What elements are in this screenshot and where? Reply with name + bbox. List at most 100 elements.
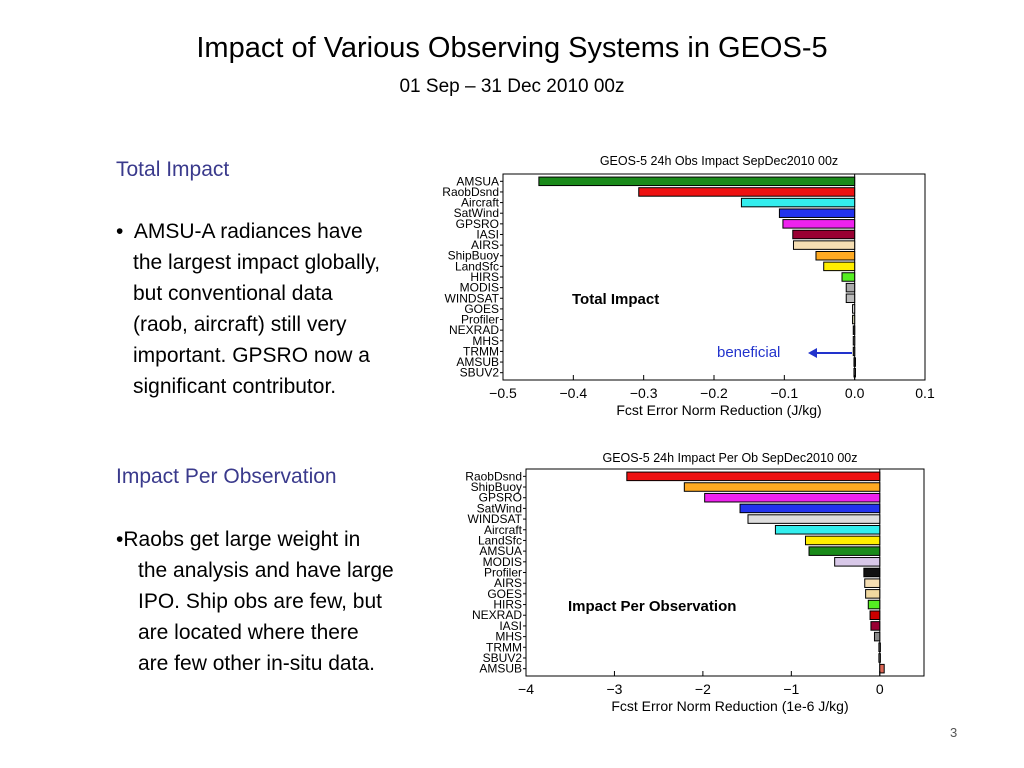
total-bar [823,261,856,272]
ipo-bar [878,653,881,663]
bullet-line: •Raobs get large weight in [116,528,361,551]
ipo-category-label: AMSUB [479,662,522,676]
total-category-label: IASI [476,227,499,241]
bullet-glyph: • [116,220,124,243]
total-category-label: MODIS [460,281,499,295]
total-bar [782,219,856,229]
ipo-category-label: Profiler [484,566,522,580]
ipo-x-tick-label: −1 [783,681,799,697]
total-x-tick-label: −0.5 [489,385,517,401]
ipo-category-label: GPSRO [479,491,522,505]
ipo-category-label: AIRS [494,576,522,590]
total-bar [538,176,856,187]
ipo-bar [878,642,881,653]
ipo-category-label: GOES [487,587,522,601]
ipo-bar [864,578,881,588]
ipo-x-tick-label: −3 [606,681,622,697]
ipo-category-label: NEXRAD [472,608,522,622]
ipo-bar [804,535,881,546]
total-x-axis-label: Fcst Error Norm Reduction (J/kg) [616,402,821,418]
bullet-line: the analysis and have large [138,559,394,582]
bullet-line: IPO. Ship obs are few, but [138,590,382,613]
total-category-label: ShipBuoy [448,249,499,263]
ipo-x-tick-label: −4 [518,681,534,697]
ipo-x-axis-label: Fcst Error Norm Reduction (1e-6 J/kg) [611,698,848,714]
total-bar [852,336,856,346]
ipo-bar [873,631,881,642]
ipo-bar [869,610,881,621]
bullet-line-text: AMSU-A radiances have [133,220,363,243]
total-bar [845,282,856,293]
total-bar [740,197,856,208]
ipo-bar [867,599,881,610]
total-category-label: GOES [464,302,499,316]
bullet-line: (raob, aircraft) still very [133,313,347,336]
total-bar [792,229,856,240]
total-bar [841,272,856,282]
ipo-bar [834,557,881,567]
bullet-line: significant contributor. [133,375,337,398]
total-category-label: SBUV2 [460,366,500,380]
total-bar [852,314,856,325]
total-category-label: TRMM [463,344,499,358]
total-category-label: HIRS [470,270,499,284]
bullet-line: but conventional data [133,282,333,305]
ipo-annotation: Impact Per Observation [568,598,736,615]
ipo-x-tick-label: 0 [876,681,884,697]
ipo-category-label: IASI [499,619,522,633]
bullet-line: the largest impact globally, [133,251,381,274]
ipo-category-label: LandSfc [478,533,522,547]
ipo-bar [863,567,881,578]
total-category-label: WINDSAT [445,291,500,305]
total-x-tick-label: −0.3 [630,385,658,401]
ipo-bar [870,621,881,631]
total-category-label: LandSfc [455,259,499,273]
ipo-category-label: WINDSAT [468,512,523,526]
beneficial-label: beneficial [717,344,780,361]
beneficial-arrow-head [808,348,817,358]
total-category-label: SatWind [454,206,499,220]
ipo-bar [704,492,881,503]
ipo-category-label: MHS [495,630,522,644]
impact-per-observation-heading: Impact Per Observation [116,465,337,488]
total-category-label: Aircraft [461,196,500,210]
ipo-category-label: SBUV2 [483,651,523,665]
total-annotation: Total Impact [572,291,659,308]
slide-title: Impact of Various Observing Systems in G… [196,32,828,64]
total-category-label: AIRS [471,238,499,252]
total-category-label: RaobDsnd [442,185,499,199]
ipo-category-label: Aircraft [484,523,523,537]
total-chart-title: GEOS-5 24h Obs Impact SepDec2010 00z [600,154,838,168]
ipo-category-label: AMSUA [479,544,522,558]
impact-per-observation-bullet: •Raobs get large weight in the analysis … [116,524,436,679]
total-category-label: GPSRO [456,217,499,231]
total-x-tick-label: −0.4 [560,385,588,401]
total-category-label: MHS [472,334,499,348]
total-x-tick-label: 0.0 [845,385,865,401]
ipo-bar [865,589,881,599]
ipo-category-label: TRMM [486,640,522,654]
ipo-category-label: MODIS [483,555,522,569]
ipo-category-label: HIRS [493,598,522,612]
total-bar [638,187,856,197]
ipo-chart-title: GEOS-5 24h Impact Per Ob SepDec2010 00z [603,451,858,465]
total-bar [852,304,856,314]
ipo-bar [626,471,881,482]
total-category-label: NEXRAD [449,323,499,337]
total-category-label: AMSUA [456,174,499,188]
total-category-label: Profiler [461,313,499,327]
ipo-bar [683,482,881,492]
ipo-category-label: ShipBuoy [471,480,522,494]
ipo-category-label: SatWind [477,501,522,515]
total-plot-frame [502,173,926,381]
ipo-category-label: RaobDsnd [465,469,522,483]
slide-subtitle: 01 Sep – 31 Dec 2010 00z [399,76,625,97]
total-x-tick-label: 0.1 [915,385,935,401]
total-impact-heading: Total Impact [116,158,230,181]
total-bar [852,346,856,357]
total-x-tick-label: −0.1 [771,385,799,401]
total-bar [845,293,856,304]
total-impact-bullet: • AMSU-A radiances have the largest impa… [116,216,436,402]
ipo-x-tick-label: −2 [695,681,711,697]
total-x-tick-label: −0.2 [700,385,728,401]
